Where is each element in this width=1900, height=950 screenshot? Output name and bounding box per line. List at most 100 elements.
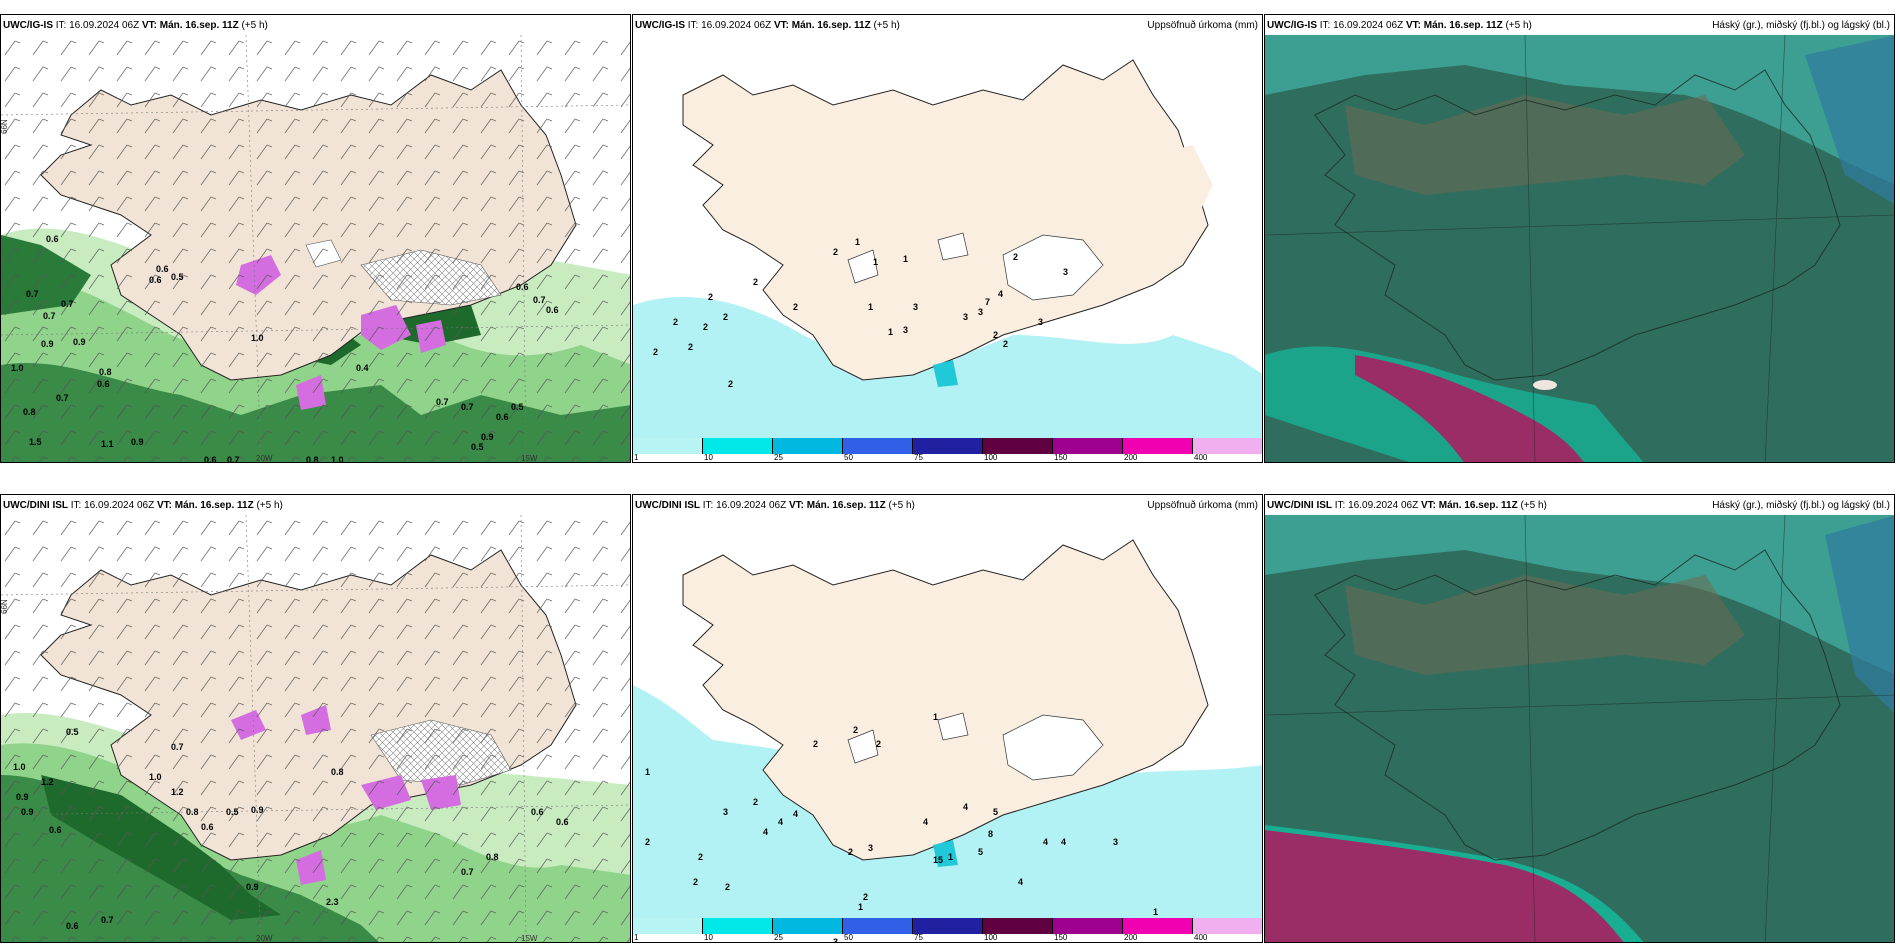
value-label: 0.6 — [149, 275, 162, 285]
precip-panel-bottom[interactable]: UWC/DINI ISL IT: 16.09.2024 06Z VT: Mán.… — [632, 494, 1263, 943]
value-label: 1 — [868, 302, 873, 312]
value-label: 4 — [778, 817, 783, 827]
value-label: 0.6 — [546, 305, 559, 315]
precip-panel-top[interactable]: UWC/IG-IS IT: 16.09.2024 06Z VT: Mán. 16… — [632, 14, 1263, 463]
bottom-row: UWC/DINI ISL IT: 16.09.2024 06Z VT: Mán.… — [0, 494, 1900, 949]
value-label: 0.7 — [461, 402, 474, 412]
it-label: IT: — [687, 20, 699, 31]
glacier-vatnajokull — [1002, 234, 1104, 301]
value-label: 1 — [933, 712, 938, 722]
value-label: 3 — [723, 807, 728, 817]
precip-map[interactable]: 1 2 2 3 2 2 4 4 4 2 3 4 5 8 5 4 4 — [633, 515, 1262, 942]
model-name: UWC/DINI ISL — [635, 500, 700, 511]
cloud-map-svg — [1265, 35, 1894, 462]
glacier-langjokull — [937, 712, 969, 741]
panel-header: UWC/IG-IS IT: 16.09.2024 06Z VT: Mán. 16… — [635, 19, 1258, 33]
precip-map[interactable]: 1 1 1 2 2 2 2 2 2 2 2 3 3 3 3 2 4 — [633, 35, 1262, 462]
it-value: 16.09.2024 06Z — [716, 500, 787, 511]
colorbar-swatch — [633, 918, 703, 934]
value-label: 0.4 — [356, 363, 369, 373]
value-label: 2 — [863, 892, 868, 902]
value-label: 1 — [645, 767, 650, 777]
lead-time: (+5 h) — [873, 20, 900, 31]
value-label: 0.7 — [171, 742, 184, 752]
value-label: 0.6 — [156, 264, 169, 274]
lat-66n-label: 66N — [1, 599, 9, 614]
value-label: 0.5 — [471, 442, 484, 452]
panel-title: Háský (gr.), miðský (fj.bl.) og lágský (… — [1712, 20, 1890, 31]
colorbar-tick: 75 — [914, 453, 923, 462]
lon-20w-label: 20W — [256, 454, 273, 463]
cloud-panel-top[interactable]: UWC/IG-IS IT: 16.09.2024 06Z VT: Mán. 16… — [1264, 14, 1895, 463]
panel-header: UWC/DINI ISL IT: 16.09.2024 06Z VT: Mán.… — [635, 499, 1258, 513]
colorbar-tick: 150 — [1054, 933, 1068, 942]
myrdalsjokull-precip — [933, 840, 958, 867]
low-cloud-area — [1825, 515, 1894, 714]
lead-time: (+5 h) — [888, 500, 915, 511]
value-label: 1 — [1153, 907, 1158, 917]
colorbar-tick: 10 — [704, 453, 713, 462]
vt-label: VT: — [1405, 20, 1421, 31]
lon-15w-label: 15W — [521, 934, 538, 943]
value-label: 0.7 — [227, 455, 240, 463]
value-label: 3 — [1038, 317, 1043, 327]
value-label: 4 — [1061, 837, 1066, 847]
precip-colorbar: 1 10 25 50 75 100 150 200 400 — [633, 918, 1262, 942]
it-label: IT: — [1319, 20, 1331, 31]
it-value: 16.09.2024 06Z — [701, 20, 772, 31]
value-label: 2 — [1003, 339, 1008, 349]
value-label: 1.2 — [41, 777, 54, 787]
value-label: 0.6 — [556, 817, 569, 827]
colorbar-swatch — [773, 438, 843, 454]
value-label: 0.5 — [171, 272, 184, 282]
cloud-map[interactable] — [1265, 515, 1894, 942]
colorbar-tick: 25 — [774, 933, 783, 942]
colorbar-swatch — [703, 918, 773, 934]
panel-title: Uppsöfnuð úrkoma (mm) — [1147, 20, 1258, 31]
colorbar-tick: 100 — [984, 933, 998, 942]
value-label: 0.6 — [66, 921, 79, 931]
it-label: IT: — [55, 20, 67, 31]
value-label: 1 — [948, 852, 953, 862]
it-label: IT: — [1334, 500, 1346, 511]
vt-value: Mán. 16.sep. 11Z — [1438, 500, 1518, 511]
panel-header: UWC/DINI ISL IT: 16.09.2024 06Z VT: Mán.… — [3, 499, 626, 513]
panel-header: UWC/IG-IS IT: 16.09.2024 06Z VT: Mán. 16… — [3, 19, 626, 33]
iceland-land — [682, 539, 1209, 861]
wind-barbs — [1, 515, 630, 942]
wind-map[interactable]: 66N 20W 15W 0.6 0.6 0.6 0.5 0.7 0.7 1.0 … — [1, 35, 630, 463]
value-label: 2 — [728, 379, 733, 389]
wind-labels: 0.5 1.0 1.2 0.9 0.9 0.6 1.0 1.2 0.9 0.8 … — [13, 727, 569, 931]
colorbar-swatch — [1123, 918, 1193, 934]
value-label: 2 — [876, 739, 881, 749]
value-label: 1.0 — [149, 772, 162, 782]
east-fjords — [1153, 145, 1213, 225]
wind-precip-panel-top[interactable]: UWC/IG-IS IT: 16.09.2024 06Z VT: Mán. 16… — [0, 14, 631, 463]
colorbar-tick: 400 — [1194, 933, 1208, 942]
value-label: 0.8 — [186, 807, 199, 817]
it-value: 16.09.2024 06Z — [1348, 500, 1419, 511]
value-label: 0.6 — [97, 379, 110, 389]
cloud-map[interactable] — [1265, 35, 1894, 462]
value-label: 3 — [1113, 837, 1118, 847]
wind-precip-panel-bottom[interactable]: UWC/DINI ISL IT: 16.09.2024 06Z VT: Mán.… — [0, 494, 631, 943]
value-label: 3 — [978, 307, 983, 317]
vt-label: VT: — [788, 500, 804, 511]
grid-lines — [1265, 35, 1894, 462]
value-label: 5 — [978, 847, 983, 857]
vt-value: Mán. 16.sep. 11Z — [1423, 20, 1503, 31]
wind-map-svg: 66N 20W 15W 0.5 1.0 1.2 0.9 0.9 0.6 1.0 … — [1, 515, 630, 943]
value-label: 0.7 — [61, 299, 74, 309]
precip-map-svg: 1 2 2 3 2 2 4 4 4 2 3 4 5 8 5 4 4 — [633, 515, 1262, 942]
wind-map[interactable]: 66N 20W 15W 0.5 1.0 1.2 0.9 0.9 0.6 1.0 … — [1, 515, 630, 943]
value-label: 0.7 — [461, 867, 474, 877]
value-label: 1.1 — [101, 439, 114, 449]
cloud-map-svg — [1265, 515, 1894, 942]
vt-label: VT: — [156, 500, 172, 511]
mid-cloud-area — [1265, 35, 1894, 185]
value-label: 2 — [645, 837, 650, 847]
top-row: UWC/IG-IS IT: 16.09.2024 06Z VT: Mán. 16… — [0, 14, 1900, 469]
cloud-panel-bottom[interactable]: UWC/DINI ISL IT: 16.09.2024 06Z VT: Mán.… — [1264, 494, 1895, 943]
colorbar-tick: 50 — [844, 453, 853, 462]
value-label: 2 — [703, 322, 708, 332]
